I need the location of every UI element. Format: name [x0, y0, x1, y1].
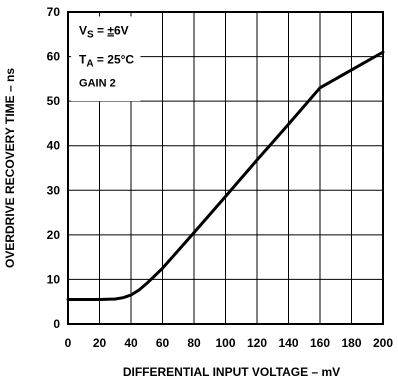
- y-axis-title: OVERDRIVE RECOVERY TIME – ns: [3, 68, 17, 268]
- vs-symbol: V: [79, 23, 87, 37]
- x-tick-label: 80: [187, 336, 201, 350]
- vs-annotation: VS = ±6V: [79, 23, 129, 40]
- y-tick-label: 60: [47, 50, 61, 64]
- ta-annotation: TA = 25°C: [79, 52, 134, 69]
- x-tick-label: 20: [93, 336, 107, 350]
- y-tick-labels: 0 10 20 30 40 50 60 70: [47, 5, 61, 331]
- ta-subscript: A: [86, 58, 93, 69]
- x-tick-labels: 0 20 40 60 80 100 120 140 160 180 200: [65, 336, 394, 350]
- plot-frame: [67, 11, 384, 325]
- x-tick-label: 120: [247, 336, 267, 350]
- vs-equals: =: [94, 23, 108, 37]
- y-tick-label: 30: [47, 183, 61, 197]
- vs-subscript: S: [87, 29, 94, 40]
- x-tick-label: 60: [156, 336, 170, 350]
- x-tick-label: 180: [341, 336, 361, 350]
- conditions-annotation: VS = ±6V TA = 25°C GAIN 2: [79, 23, 134, 89]
- ta-symbol: T: [79, 52, 87, 66]
- gain-annotation: GAIN 2: [79, 77, 116, 89]
- y-tick-label: 70: [47, 5, 61, 19]
- y-tick-label: 40: [47, 139, 61, 153]
- x-axis-title: DIFFERENTIAL INPUT VOLTAGE – mV: [123, 365, 340, 379]
- ta-value: = 25°C: [94, 52, 135, 66]
- x-tick-label: 160: [310, 336, 330, 350]
- y-tick-label: 50: [47, 94, 61, 108]
- vs-value: 6V: [114, 23, 129, 37]
- series-line: [66, 50, 385, 301]
- x-tick-label: 0: [65, 336, 72, 350]
- y-tick-label: 10: [47, 272, 61, 286]
- annotation-box: [71, 16, 141, 102]
- vs-plusminus: ±: [107, 23, 114, 37]
- x-tick-label: 140: [278, 336, 298, 350]
- x-tick-label: 40: [124, 336, 138, 350]
- y-tick-label: 20: [47, 228, 61, 242]
- x-tick-label: 200: [373, 336, 393, 350]
- y-tick-label: 0: [53, 317, 60, 331]
- x-tick-label: 100: [215, 336, 235, 350]
